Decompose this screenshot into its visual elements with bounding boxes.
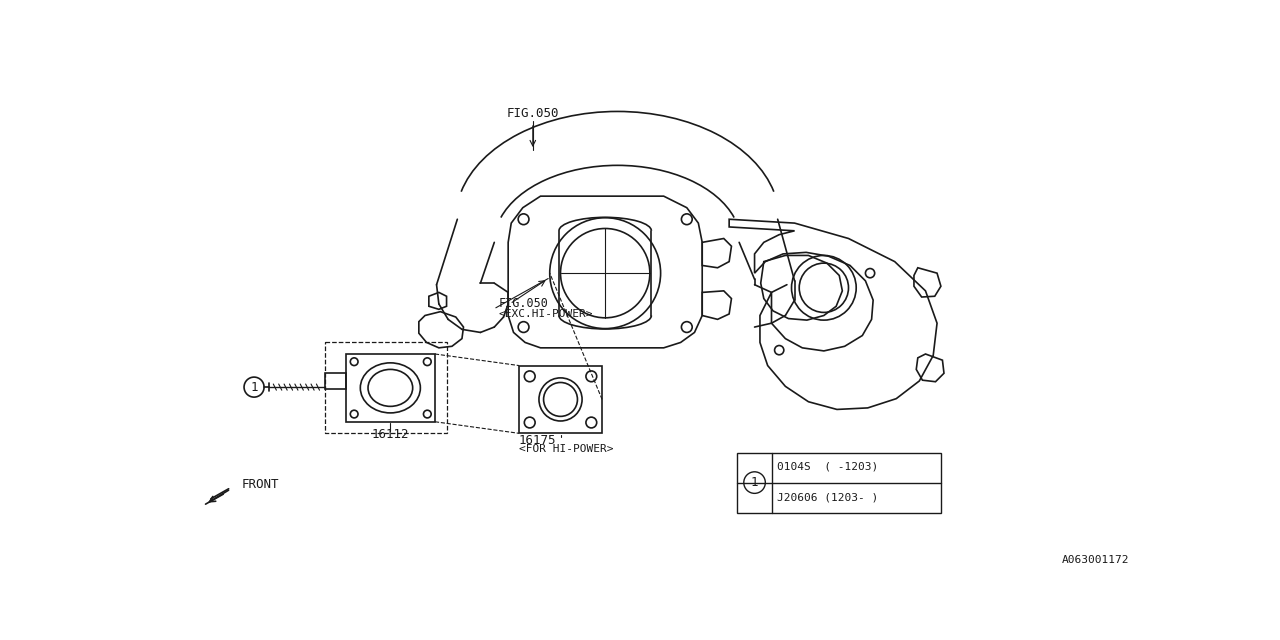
Text: <EXC.HI-POWER>: <EXC.HI-POWER> — [498, 309, 593, 319]
Text: FIG.050: FIG.050 — [498, 298, 548, 310]
Text: 1: 1 — [751, 476, 758, 489]
Text: 16175: 16175 — [518, 434, 557, 447]
Text: <FOR HI-POWER>: <FOR HI-POWER> — [518, 444, 613, 454]
Bar — [737, 452, 941, 513]
Text: J20606 (1203- ): J20606 (1203- ) — [777, 492, 878, 502]
Text: 16112: 16112 — [371, 428, 410, 442]
Text: 0104S  ( -1203): 0104S ( -1203) — [777, 461, 878, 472]
Text: FRONT: FRONT — [242, 478, 279, 492]
Text: 1: 1 — [251, 381, 257, 394]
Text: FIG.050: FIG.050 — [507, 108, 559, 120]
Text: A063001172: A063001172 — [1062, 556, 1129, 565]
